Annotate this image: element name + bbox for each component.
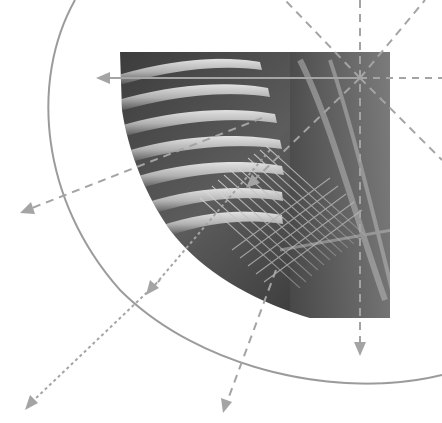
orbit-arc (47, 0, 442, 385)
arrow-into-photo (246, 77, 361, 188)
arrow-dotted-mid (146, 149, 271, 295)
thread-ridges (120, 58, 284, 236)
blurred-strands (279, 58, 390, 301)
rays-upper (284, 0, 442, 161)
textile-photo (120, 52, 390, 318)
arrow-down-dashed (354, 0, 366, 356)
arrow-left-solid (96, 72, 360, 84)
arrow-down-left-dashed (221, 269, 277, 413)
arrow-left-down-dashed (20, 117, 263, 214)
arrow-dotted-far (25, 279, 161, 410)
